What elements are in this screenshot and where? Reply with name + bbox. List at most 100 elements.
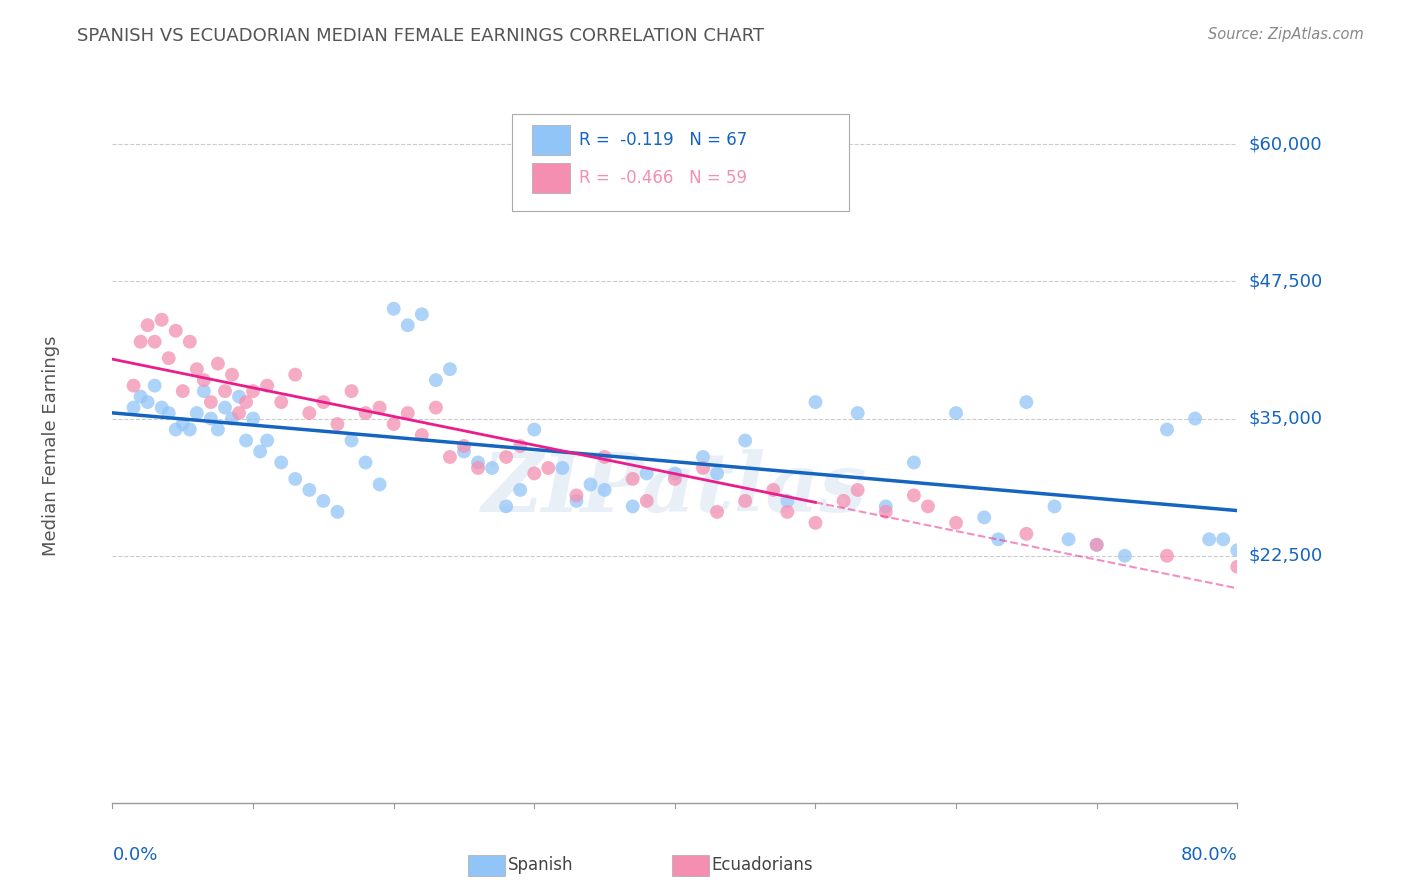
Point [579, 477, 602, 491]
Point [122, 378, 145, 392]
Point [354, 455, 377, 469]
Point [207, 423, 229, 437]
Point [172, 384, 194, 398]
Point [875, 500, 897, 514]
Point [776, 505, 799, 519]
Point [551, 461, 574, 475]
Point [242, 411, 264, 425]
Point [1015, 526, 1038, 541]
Point [832, 494, 855, 508]
Point [157, 351, 180, 366]
Point [875, 505, 897, 519]
Point [312, 395, 335, 409]
Point [495, 450, 517, 464]
Point [692, 461, 714, 475]
FancyBboxPatch shape [531, 162, 571, 193]
Point [453, 439, 475, 453]
Point [136, 318, 159, 333]
Point [193, 384, 215, 398]
FancyBboxPatch shape [531, 125, 571, 155]
Point [270, 395, 292, 409]
Point [1057, 533, 1080, 547]
Point [284, 472, 307, 486]
Text: Spanish: Spanish [508, 856, 574, 874]
Point [467, 461, 489, 475]
Point [439, 362, 461, 376]
Point [242, 384, 264, 398]
Point [228, 406, 250, 420]
Point [917, 500, 939, 514]
Point [636, 494, 658, 508]
Point [1085, 538, 1108, 552]
Point [593, 483, 616, 497]
Point [509, 483, 531, 497]
Point [270, 455, 292, 469]
Point [214, 384, 236, 398]
Point [1085, 538, 1108, 552]
Point [157, 406, 180, 420]
Point [903, 488, 925, 502]
Point [1198, 533, 1220, 547]
Point [621, 472, 644, 486]
Point [368, 477, 391, 491]
Point [804, 395, 827, 409]
Point [411, 428, 433, 442]
Point [664, 472, 686, 486]
Point [354, 406, 377, 420]
Text: $35,000: $35,000 [1249, 409, 1323, 427]
Point [1043, 500, 1066, 514]
Point [326, 417, 349, 431]
Point [150, 312, 173, 326]
Point [172, 417, 194, 431]
Point [495, 500, 517, 514]
Point [396, 406, 419, 420]
Point [235, 434, 257, 448]
Point [481, 461, 503, 475]
Point [565, 488, 588, 502]
Point [621, 500, 644, 514]
Point [340, 384, 363, 398]
Point [1184, 411, 1206, 425]
FancyBboxPatch shape [512, 114, 849, 211]
Point [987, 533, 1010, 547]
Point [312, 494, 335, 508]
Point [903, 455, 925, 469]
Text: $47,500: $47,500 [1249, 272, 1323, 290]
Point [1212, 533, 1234, 547]
Point [193, 373, 215, 387]
Point [256, 434, 278, 448]
Point [537, 461, 560, 475]
Point [1015, 395, 1038, 409]
Point [706, 467, 728, 481]
Point [150, 401, 173, 415]
Point [945, 406, 967, 420]
Point [1156, 423, 1178, 437]
Point [439, 450, 461, 464]
Point [186, 406, 208, 420]
Point [186, 362, 208, 376]
Text: SPANISH VS ECUADORIAN MEDIAN FEMALE EARNINGS CORRELATION CHART: SPANISH VS ECUADORIAN MEDIAN FEMALE EARN… [77, 27, 765, 45]
Point [221, 368, 243, 382]
Point [776, 494, 799, 508]
Text: 0.0%: 0.0% [112, 846, 157, 863]
Point [382, 301, 405, 316]
Point [221, 411, 243, 425]
Point [453, 444, 475, 458]
Point [846, 406, 869, 420]
Point [523, 467, 546, 481]
Point [207, 357, 229, 371]
Point [523, 423, 546, 437]
Text: $22,500: $22,500 [1249, 547, 1323, 565]
Point [179, 423, 201, 437]
Point [396, 318, 419, 333]
Text: Median Female Earnings: Median Female Earnings [42, 335, 59, 557]
Point [136, 395, 159, 409]
Point [565, 494, 588, 508]
Point [734, 494, 756, 508]
Point [214, 401, 236, 415]
Point [973, 510, 995, 524]
Point [129, 334, 152, 349]
Point [846, 483, 869, 497]
Point [256, 378, 278, 392]
Point [1114, 549, 1136, 563]
